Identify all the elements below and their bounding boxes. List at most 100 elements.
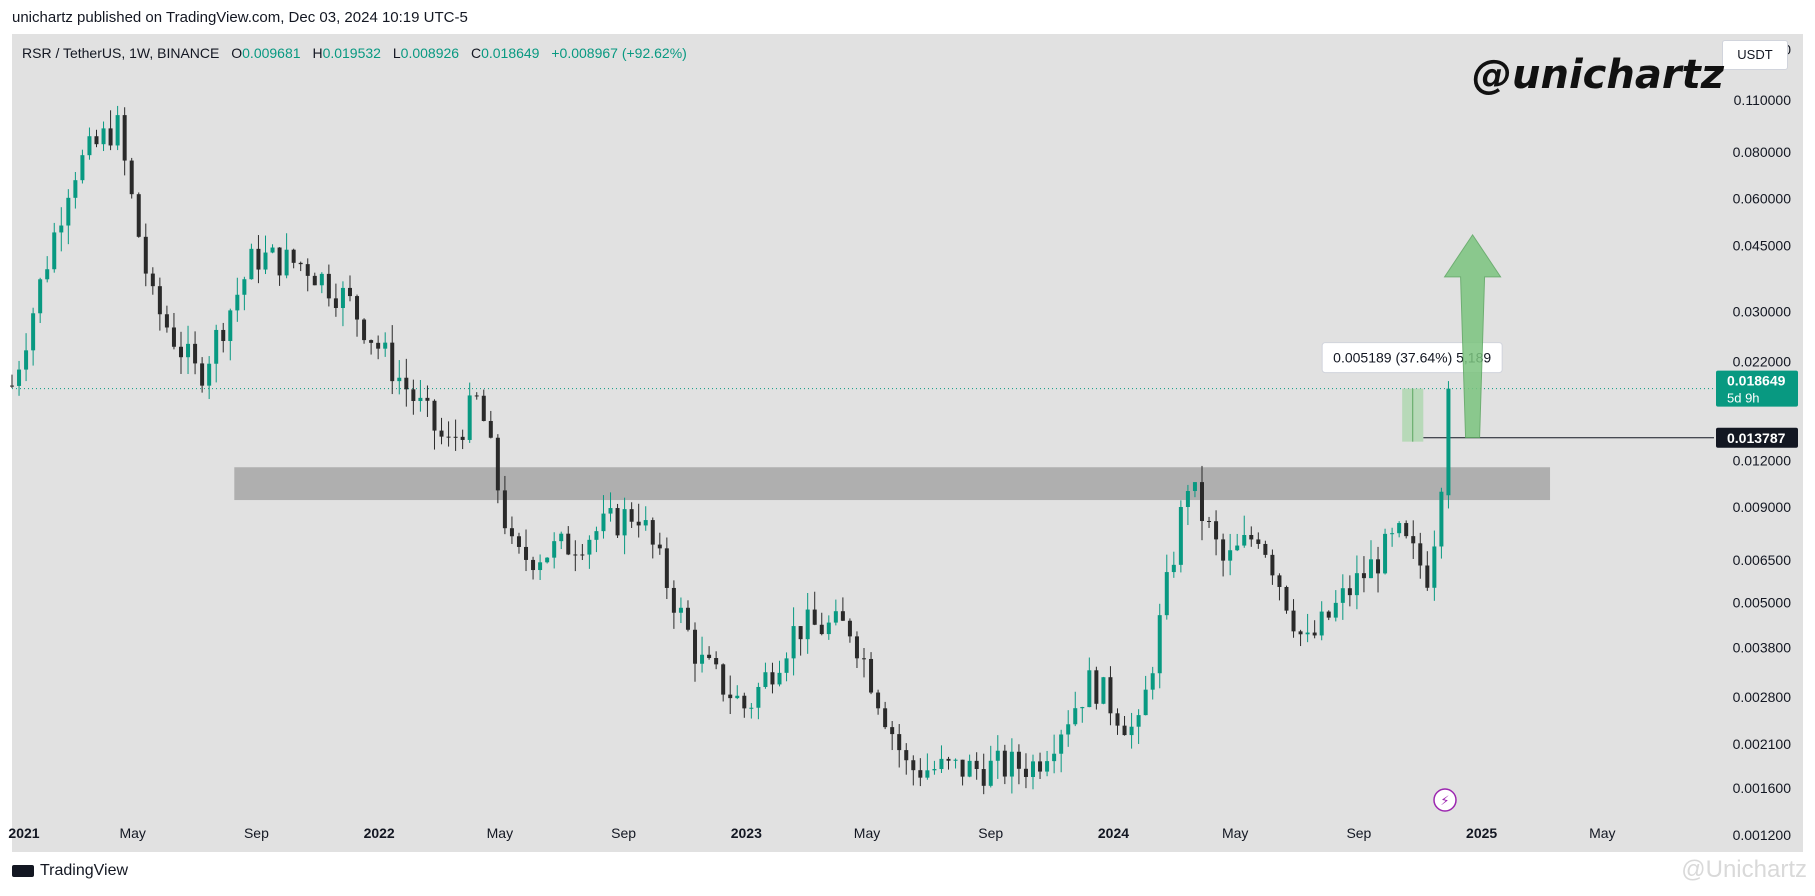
candle-body [664, 548, 669, 588]
candle-body [24, 350, 29, 370]
y-tick-label: 0.001200 [1733, 827, 1792, 843]
candle-body [31, 313, 36, 351]
candle-body [700, 654, 705, 664]
x-tick-label: 2022 [364, 825, 395, 841]
candle-body [918, 770, 923, 778]
tradingview-logo-icon [12, 864, 34, 877]
x-tick-label: Sep [244, 825, 269, 841]
candle-body [1312, 632, 1317, 636]
measure-text: 0.005189 (37.64%) 5,189 [1333, 350, 1491, 366]
candle-body [460, 436, 465, 440]
candle-body [566, 533, 571, 555]
candle-body [326, 273, 331, 299]
candle-body [897, 734, 902, 751]
candle-body [1038, 761, 1043, 772]
symbol-label[interactable]: RSR / TetherUS, 1W, BINANCE [22, 45, 220, 61]
y-tick-label: 0.001600 [1733, 780, 1792, 796]
candle-body [235, 294, 240, 311]
candle-body [411, 389, 416, 402]
candle-body [904, 750, 909, 761]
candle-body [432, 400, 437, 431]
x-tick-label: 2025 [1466, 825, 1497, 841]
candle-body [404, 377, 409, 390]
candle-body [1143, 689, 1148, 716]
candle-body [362, 319, 367, 341]
candle-body [1157, 615, 1162, 674]
y-tick-label: 0.002800 [1733, 689, 1792, 705]
candle-body [115, 115, 120, 146]
candle-body [876, 692, 881, 709]
candle-body [953, 759, 958, 761]
open-value: 0.009681 [242, 45, 301, 61]
candle-body [1101, 677, 1106, 704]
candle-body [1291, 610, 1296, 632]
candle-body [608, 508, 613, 514]
candle-body [256, 248, 261, 270]
high-label: H [312, 45, 323, 61]
candle-body [1185, 491, 1190, 508]
x-tick-label: May [854, 825, 880, 841]
candle-body [80, 155, 85, 181]
candle-body [932, 769, 937, 771]
candle-body [622, 509, 627, 536]
y-tick-label: 0.030000 [1733, 303, 1792, 319]
low-value: 0.008926 [400, 45, 460, 61]
candle-body [1066, 724, 1071, 735]
tradingview-brand: TradingView [40, 862, 129, 879]
low-label: L [392, 45, 401, 61]
high-value: 0.019532 [322, 45, 381, 61]
candle-body [333, 298, 338, 309]
candle-body [1030, 761, 1035, 777]
candle-body [1397, 523, 1402, 534]
candle-body [355, 296, 360, 320]
candle-body [467, 395, 472, 440]
candle-body [967, 760, 972, 777]
candle-body [1073, 708, 1078, 725]
candle-body [1122, 725, 1127, 736]
candle-body [805, 609, 810, 640]
candle-body [298, 262, 303, 265]
candle-body [988, 760, 993, 786]
candle-body [509, 528, 514, 537]
candle-body [826, 622, 831, 635]
candle-body [854, 636, 859, 659]
candle-body [390, 342, 395, 382]
candle-body [1178, 507, 1183, 565]
candle-body [735, 695, 740, 699]
candle-body [418, 397, 423, 402]
candle-body [1016, 751, 1021, 769]
candle-body [38, 279, 43, 314]
lightning-icon: ⚡ [1440, 794, 1449, 809]
candle-body [488, 420, 493, 438]
candle-body [678, 607, 683, 613]
candle-body [242, 279, 247, 295]
currency-button[interactable]: USDT [1722, 40, 1788, 70]
candle-body [756, 686, 761, 708]
candle-body [728, 694, 733, 699]
chart-panel[interactable] [12, 34, 1714, 852]
candle-body [1319, 611, 1324, 636]
candle-body [1002, 750, 1007, 777]
x-tick-label: May [1222, 825, 1248, 841]
candle-body [10, 385, 14, 387]
candle-body [136, 194, 141, 237]
candle-body [974, 760, 979, 770]
candle-body [502, 490, 507, 529]
candle-body [1242, 535, 1247, 546]
candle-body [1150, 673, 1155, 690]
candle-body [340, 287, 345, 309]
candle-body [960, 759, 965, 777]
candle-body [1270, 554, 1275, 576]
tradingview-logo[interactable]: TradingView [12, 862, 128, 880]
candle-body [721, 664, 726, 695]
candle-body [1361, 573, 1366, 579]
candle-body [650, 520, 655, 545]
candle-body [1326, 611, 1331, 618]
candle-body [214, 329, 219, 364]
candle-body [925, 770, 930, 778]
candle-body [1284, 586, 1289, 611]
candle-body [178, 346, 183, 358]
current-price-countdown: 5d 9h [1727, 391, 1760, 406]
candle-body [847, 620, 852, 637]
